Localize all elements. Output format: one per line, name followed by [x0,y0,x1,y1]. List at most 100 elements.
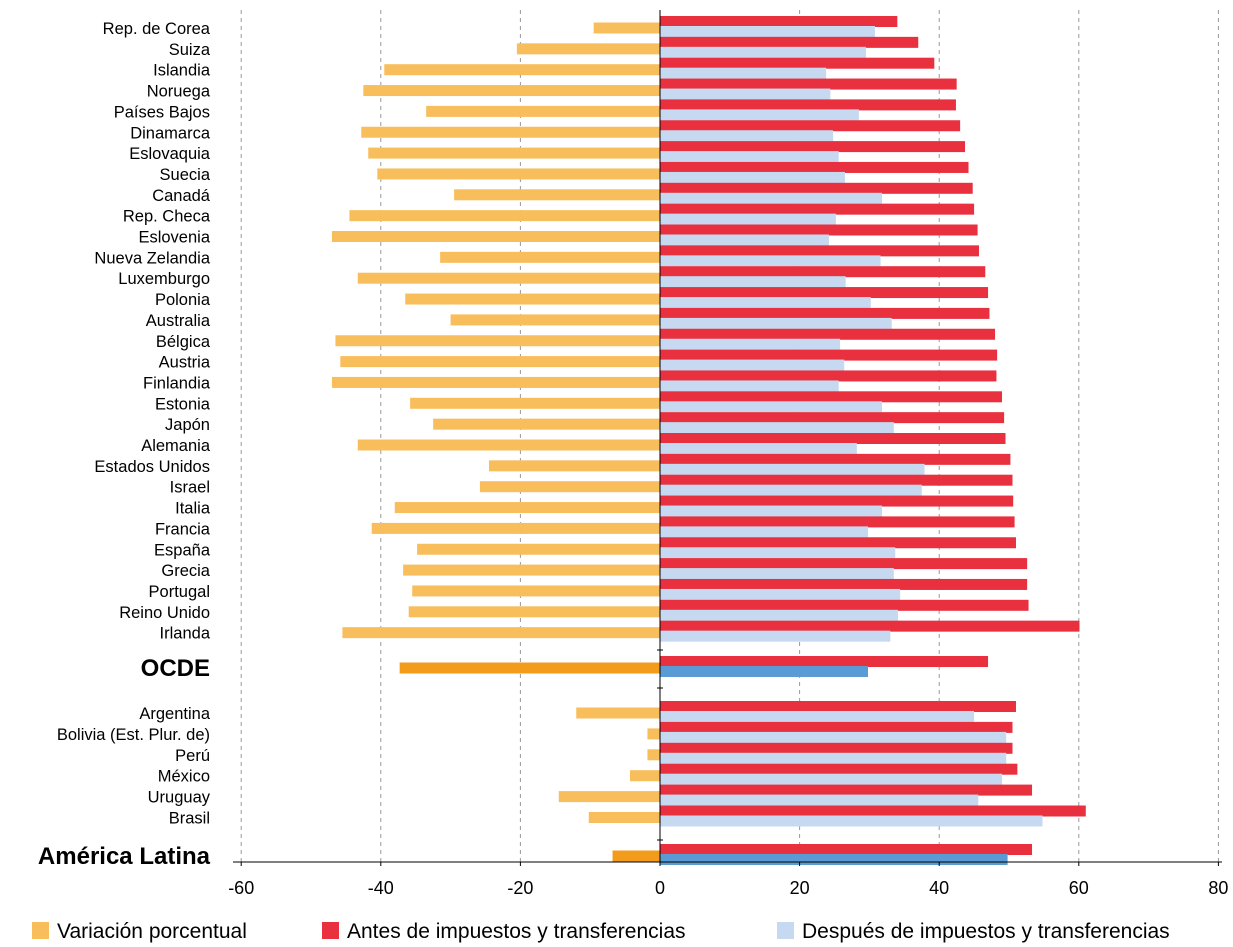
bar-variacion-estados-unidos [488,460,660,472]
bar-antes-ocde [660,656,989,667]
category-label: Polonia [155,291,211,309]
category-label: Uruguay [148,789,211,807]
bar-antes-noruega [660,78,957,90]
bar-antes-austria [660,349,998,361]
bar-variacion-estonia [410,397,660,409]
category-labels: Rep. de Corea Suiza Islandia Noruega Países … [38,20,211,870]
bar-antes-américa-latina [660,844,1033,855]
bar-variacion-polonia [405,293,660,305]
bar-variacion-suiza [516,43,660,55]
bar-despues-grecia [660,568,894,580]
bar-despues-finlandia [660,380,839,392]
bar-variacion-ocde [399,662,660,674]
legend-swatch-despues [777,922,794,939]
category-label: Italia [175,500,211,518]
legend-swatch-variacion [32,922,49,939]
bar-despues-austria [660,359,845,371]
category-label: Luxemburgo [118,270,210,288]
bar-despues-nueva-zelandia [660,255,881,267]
category-label: Portugal [149,583,210,601]
category-label: Reino Unido [119,604,210,622]
bar-variacion-brasil [588,812,660,823]
bar-antes-rep-checa [660,203,975,215]
x-tick-label: 40 [929,878,949,898]
bar-despues-portugal [660,588,901,600]
bar-despues-polonia [660,297,871,309]
bar-antes-dinamarca [660,120,961,132]
legend-item-antes[interactable]: Antes de impuestos y transferencias [322,920,686,943]
bar-variacion-japón [433,418,660,430]
bar-antes-eslovaquia [660,141,966,153]
category-label: Irlanda [160,625,211,643]
legend: Variación porcentual Antes de impuestos … [32,920,1170,943]
legend-swatch-antes [322,922,339,939]
category-label: Noruega [147,83,211,101]
bar-variacion-eslovaquia [368,147,660,159]
bar-antes-méxico [660,763,1018,775]
x-tick-label: 20 [790,878,810,898]
bar-antes-canadá [660,182,973,194]
category-label: Francia [155,520,211,538]
bar-antes-bélgica [660,328,996,340]
bar-despues-australia [660,317,892,329]
bar-despues-eslovenia [660,234,829,246]
x-tick-label: 60 [1069,878,1089,898]
category-label: América Latina [38,843,211,870]
bar-variacion-rep-checa [349,210,660,222]
bar-despues-suiza [660,46,866,58]
category-label: Japón [165,416,210,434]
category-label: Nueva Zelandia [94,249,210,267]
bar-antes-luxemburgo [660,266,986,278]
bar-variacion-finlandia [331,376,660,388]
bar-antes-grecia [660,558,1028,570]
bar-antes-estados-unidos [660,453,1011,465]
category-label: Dinamarca [130,124,211,142]
bar-despues-luxemburgo [660,276,846,288]
bar-despues-reino-unido [660,609,899,621]
bar-antes-israel [660,474,1013,486]
bar-variacion-perú [647,749,660,761]
bar-antes-australia [660,307,990,319]
legend-label-variacion: Variación porcentual [57,920,247,943]
bar-despues-estonia [660,401,882,413]
bar-variacion-australia [450,314,660,326]
bar-antes-alemania [660,433,1006,444]
category-label: Alemania [141,437,211,455]
bar-despues-japón [660,422,894,434]
bar-variacion-suecia [377,168,660,180]
legend-item-variacion[interactable]: Variación porcentual [32,920,247,943]
bar-antes-eslovenia [660,224,978,236]
bar-despues-canadá [660,192,882,204]
bar-variacion-argentina [576,707,660,719]
legend-item-despues[interactable]: Después de impuestos y transferencias [777,920,1170,943]
bar-antes-polonia [660,287,989,299]
x-tick-label: 0 [655,878,665,898]
bar-despues-argentina [660,711,975,722]
bar-variacion-eslovenia [331,231,660,242]
bar-variacion-dinamarca [361,126,660,138]
category-label: Canadá [152,187,211,205]
bar-despues-países-bajos [660,109,859,121]
bar-despues-noruega [660,88,831,100]
category-label: Eslovaquia [129,145,211,163]
bar-despues-alemania [660,443,857,454]
bar-variacion-grecia [403,564,660,576]
bar-antes-portugal [660,578,1028,590]
category-label: Bolivia (Est. Plur. de) [57,726,210,744]
bar-antes-reino-unido [660,599,1029,611]
category-label: Perú [175,747,210,765]
category-label: Austria [159,354,211,372]
category-label: OCDE [141,655,210,682]
category-label: Rep. de Corea [103,20,211,38]
category-label: Eslovenia [138,229,210,247]
bar-antes-estonia [660,391,1003,403]
bar-antes-suecia [660,161,969,173]
bar-despues-italia [660,505,882,517]
category-label: Estonia [155,395,211,413]
bar-despues-américa-latina [660,854,1008,865]
bar-despues-españa [660,547,896,559]
bar-variacion-portugal [412,585,660,597]
category-label: Grecia [161,562,210,580]
bar-variacion-noruega [363,85,660,97]
